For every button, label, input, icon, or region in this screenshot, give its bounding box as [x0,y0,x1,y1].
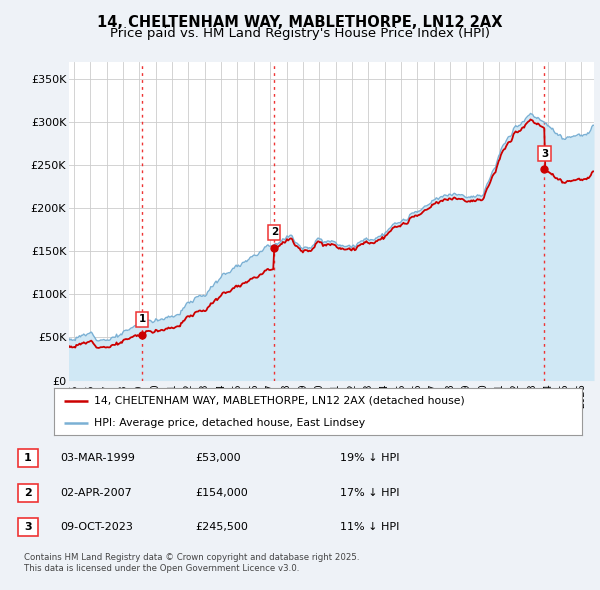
Text: £154,000: £154,000 [195,488,248,497]
Text: 1: 1 [24,453,32,463]
Text: HPI: Average price, detached house, East Lindsey: HPI: Average price, detached house, East… [94,418,365,428]
Text: 2: 2 [271,227,278,237]
Text: 11% ↓ HPI: 11% ↓ HPI [340,522,400,532]
Text: Contains HM Land Registry data © Crown copyright and database right 2025.
This d: Contains HM Land Registry data © Crown c… [24,553,359,573]
Text: 14, CHELTENHAM WAY, MABLETHORPE, LN12 2AX (detached house): 14, CHELTENHAM WAY, MABLETHORPE, LN12 2A… [94,396,464,406]
FancyBboxPatch shape [18,484,38,502]
Text: 3: 3 [24,522,32,532]
Text: Price paid vs. HM Land Registry's House Price Index (HPI): Price paid vs. HM Land Registry's House … [110,27,490,40]
Text: £245,500: £245,500 [195,522,248,532]
Text: 1: 1 [139,314,146,325]
Text: 02-APR-2007: 02-APR-2007 [60,488,132,497]
Text: 2: 2 [24,488,32,497]
Text: 03-MAR-1999: 03-MAR-1999 [60,453,135,463]
Text: 09-OCT-2023: 09-OCT-2023 [60,522,133,532]
Text: £53,000: £53,000 [195,453,241,463]
Text: 3: 3 [541,149,548,159]
FancyBboxPatch shape [18,518,38,536]
FancyBboxPatch shape [18,450,38,467]
Text: 17% ↓ HPI: 17% ↓ HPI [340,488,400,497]
Text: 19% ↓ HPI: 19% ↓ HPI [340,453,400,463]
Text: 14, CHELTENHAM WAY, MABLETHORPE, LN12 2AX: 14, CHELTENHAM WAY, MABLETHORPE, LN12 2A… [97,15,503,30]
